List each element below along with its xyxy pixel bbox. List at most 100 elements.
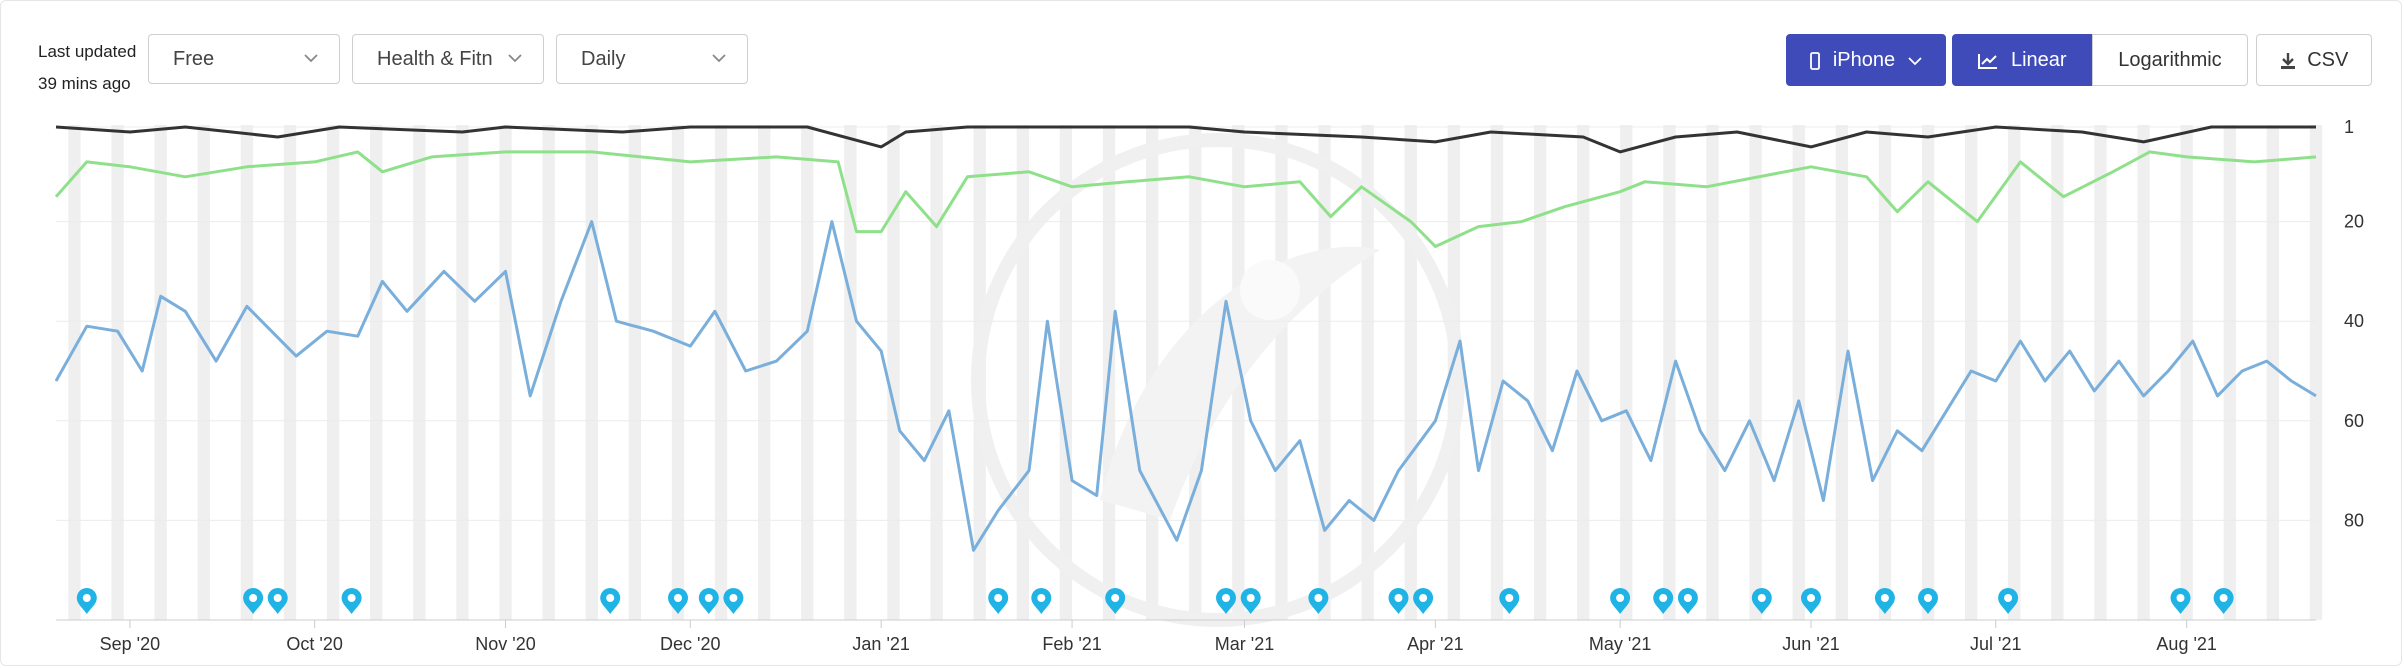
chevron-down-icon <box>712 54 726 63</box>
pin-hole <box>1683 594 1692 602</box>
map-pin-icon <box>1801 588 1821 614</box>
weekend-band <box>154 125 167 620</box>
series-line-1 <box>55 125 2316 154</box>
map-pin-icon <box>1610 588 1631 614</box>
pin-hole <box>1419 594 1428 602</box>
download-icon <box>2280 52 2295 69</box>
weekend-band <box>2008 125 2021 620</box>
weekend-band <box>801 125 814 620</box>
period-filter-label: Daily <box>581 48 626 70</box>
weekend-band <box>1835 125 1848 620</box>
pin-hole <box>1314 594 1323 602</box>
x-tick-label: Jun '21 <box>1782 634 1839 654</box>
pin-hole <box>1111 594 1120 602</box>
log-scale-button[interactable]: Logarithmic <box>2092 34 2248 86</box>
weekend-band <box>1878 125 1892 620</box>
map-pin-icon <box>267 588 288 614</box>
weekend-band <box>1663 125 1676 620</box>
map-pin-icon <box>2170 588 2191 614</box>
y-tick-label: 20 <box>2344 212 2364 232</box>
pin-hole <box>1880 594 1889 602</box>
series-line-2 <box>54 150 2317 248</box>
x-tick-label: Jan '21 <box>852 634 909 654</box>
pin-hole <box>994 594 1003 602</box>
x-tick-label: Feb '21 <box>1042 634 1101 654</box>
pin-hole <box>1246 594 1255 602</box>
weekend-band <box>1016 125 1029 620</box>
map-pin-icon <box>1874 588 1895 614</box>
weekend-band <box>1749 125 1762 620</box>
x-axis: Sep '20 Oct '20 Nov '20 Dec '20 Jan '21 Feb '… <box>56 619 2316 654</box>
weekend-band <box>197 125 210 620</box>
y-gridlines <box>56 126 2316 521</box>
pin-hole <box>249 594 258 602</box>
map-pin-icon <box>723 588 744 614</box>
weekend-band <box>930 125 943 620</box>
device-button[interactable]: iPhone <box>1786 34 1946 86</box>
weekend-band <box>326 125 340 620</box>
weekend-band <box>887 125 900 620</box>
weekend-band <box>1318 125 1331 620</box>
y-tick-label: 80 <box>2344 510 2364 530</box>
pin-hole <box>674 594 682 602</box>
x-tick-label: Oct '20 <box>286 634 342 654</box>
map-pin-icon <box>1388 588 1409 614</box>
pin-hole <box>2004 594 2013 602</box>
line-chart-icon <box>1978 53 1998 69</box>
weekend-band <box>1706 125 1719 620</box>
weekend-band <box>1620 125 1633 620</box>
weekend-band <box>1577 125 1590 620</box>
weekend-band <box>283 125 297 620</box>
pin-hole <box>1757 594 1766 602</box>
watermark <box>971 133 1465 627</box>
pin-hole <box>1222 594 1230 602</box>
map-pin-icon <box>1216 588 1236 614</box>
y-axis: 1 20 40 60 80 <box>2344 117 2364 530</box>
csv-export-button[interactable]: CSV <box>2256 34 2372 86</box>
map-pin-icon <box>1031 588 1052 614</box>
weekend-band <box>1533 125 1547 620</box>
chevron-down-icon <box>304 54 318 63</box>
pin-hole <box>2176 594 2185 602</box>
price-filter-dropdown[interactable]: Free <box>148 34 340 84</box>
pin-hole <box>1505 594 1514 602</box>
last-updated-time: 39 mins ago <box>38 74 131 93</box>
x-tick-label: Nov '20 <box>475 634 535 654</box>
weekend-band <box>370 125 383 620</box>
weekend-band <box>714 125 728 620</box>
weekend-band <box>2094 125 2107 620</box>
weekend-band <box>671 125 685 620</box>
weekend-band <box>844 125 857 620</box>
map-pin-icon <box>988 588 1009 614</box>
weekend-band <box>2223 125 2236 620</box>
x-tick-label: Apr '21 <box>1407 634 1463 654</box>
pin-hole <box>1924 594 1932 602</box>
x-tick-label: Sep '20 <box>100 634 161 654</box>
linear-button-label: Linear <box>2010 49 2067 71</box>
map-pin-icon <box>2213 588 2234 614</box>
y-tick-label: 60 <box>2344 411 2364 431</box>
map-pin-icon <box>1105 588 1126 614</box>
weekend-band <box>2051 125 2064 620</box>
pin-hole <box>2219 594 2228 602</box>
x-tick-label: Dec '20 <box>660 634 720 654</box>
weekend-band <box>2309 125 2323 620</box>
x-tick-label: Jul '21 <box>1970 634 2021 654</box>
chevron-down-icon <box>1908 57 1922 65</box>
x-tick-label: Mar '21 <box>1215 634 1274 654</box>
pin-hole <box>704 594 713 602</box>
category-filter-dropdown[interactable]: Health & Fitn <box>352 34 544 84</box>
device-button-label: iPhone <box>1832 49 1896 71</box>
linear-scale-button[interactable]: Linear <box>1952 34 2092 86</box>
pin-hole <box>1616 594 1625 602</box>
period-filter-dropdown[interactable]: Daily <box>556 34 748 84</box>
category-filter-label: Health & Fitn <box>377 48 493 70</box>
weekend-band <box>2137 125 2150 620</box>
weekend-band <box>1404 125 1417 620</box>
weekend-band <box>2266 125 2280 620</box>
map-pin-icon <box>1998 588 2019 614</box>
weekend-band <box>68 125 81 620</box>
last-updated-label: Last updated <box>38 42 137 61</box>
